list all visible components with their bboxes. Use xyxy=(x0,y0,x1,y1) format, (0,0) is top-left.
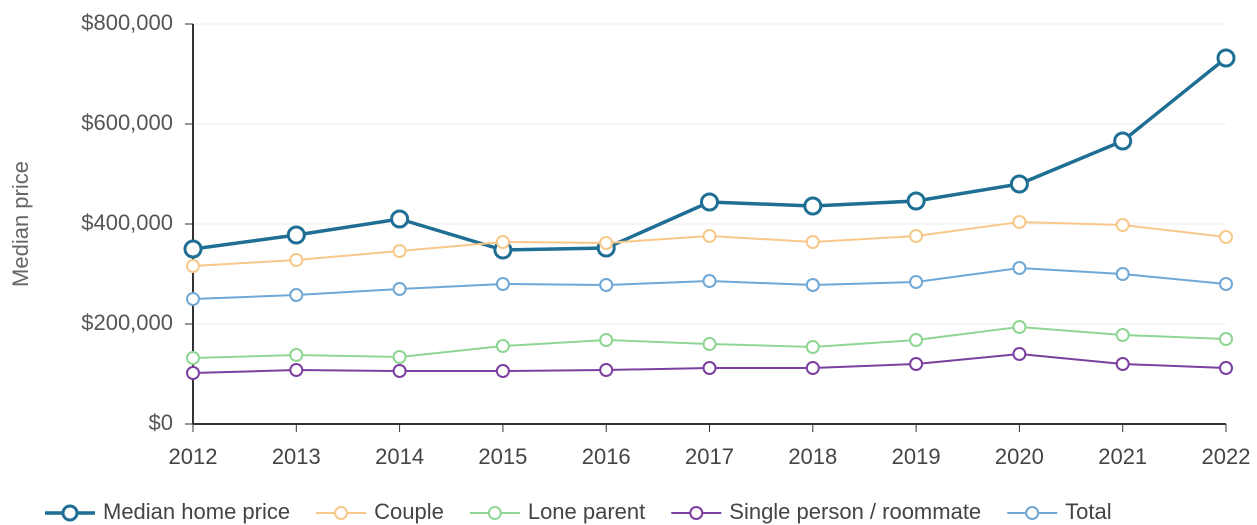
point xyxy=(909,357,924,371)
point xyxy=(1012,320,1027,334)
x-tick-label: 2022 xyxy=(1202,444,1251,469)
point xyxy=(909,275,924,289)
legend-label: Lone parent xyxy=(528,499,645,524)
point xyxy=(599,363,614,377)
point xyxy=(599,278,614,292)
point xyxy=(390,209,410,229)
legend-swatch-marker xyxy=(1025,506,1040,520)
point xyxy=(392,244,407,258)
legend-label: Single person / roommate xyxy=(729,499,981,524)
legend-label: Couple xyxy=(374,499,444,524)
point xyxy=(186,351,200,365)
point xyxy=(392,350,407,364)
y-tick-label: $0 xyxy=(149,410,173,435)
point xyxy=(1012,215,1027,229)
point xyxy=(1219,277,1233,291)
x-tick-label: 2015 xyxy=(478,444,527,469)
point xyxy=(805,361,820,375)
point xyxy=(186,366,200,380)
point xyxy=(392,282,407,296)
y-axis-label: Median price xyxy=(8,161,33,287)
point xyxy=(289,253,304,267)
legend-label: Total xyxy=(1065,499,1111,524)
point xyxy=(495,339,510,353)
point xyxy=(805,340,820,354)
point xyxy=(1219,230,1233,244)
point xyxy=(1115,357,1130,371)
point xyxy=(599,236,614,250)
point xyxy=(805,278,820,292)
legend-swatch-marker xyxy=(487,506,502,520)
point xyxy=(289,288,304,302)
point xyxy=(1009,174,1029,194)
y-tick-label: $400,000 xyxy=(81,210,173,235)
point xyxy=(805,235,820,249)
point xyxy=(392,364,407,378)
x-tick-label: 2014 xyxy=(375,444,424,469)
legend-swatch-marker xyxy=(334,506,349,520)
point xyxy=(1115,267,1130,281)
point xyxy=(1012,347,1027,361)
point xyxy=(702,361,717,375)
point xyxy=(599,333,614,347)
point xyxy=(803,196,823,216)
point xyxy=(1115,218,1130,232)
point xyxy=(186,292,200,306)
point xyxy=(1219,361,1233,375)
x-tick-label: 2019 xyxy=(892,444,941,469)
series-line xyxy=(192,56,1228,252)
point xyxy=(495,277,510,291)
point xyxy=(1113,131,1133,151)
x-tick-label: 2012 xyxy=(169,444,218,469)
point xyxy=(183,239,203,259)
legend-swatch-marker xyxy=(689,506,704,520)
point xyxy=(1115,328,1130,342)
point xyxy=(495,364,510,378)
point xyxy=(289,348,304,362)
point xyxy=(702,337,717,351)
point xyxy=(289,363,304,377)
point xyxy=(1219,332,1233,346)
point xyxy=(286,225,306,245)
point xyxy=(1012,261,1027,275)
y-tick-label: $600,000 xyxy=(81,110,173,135)
point xyxy=(495,235,510,249)
x-tick-label: 2021 xyxy=(1098,444,1147,469)
y-tick-label: $800,000 xyxy=(81,10,173,35)
x-tick-label: 2013 xyxy=(272,444,321,469)
legend-label: Median home price xyxy=(103,499,290,524)
point xyxy=(702,274,717,288)
point xyxy=(702,229,717,243)
point xyxy=(1216,48,1236,68)
x-tick-label: 2018 xyxy=(788,444,837,469)
x-tick-label: 2016 xyxy=(582,444,631,469)
point xyxy=(700,192,719,212)
point xyxy=(186,259,200,273)
x-tick-label: 2020 xyxy=(995,444,1044,469)
legend-swatch-marker xyxy=(61,504,79,522)
point xyxy=(906,191,926,211)
y-tick-label: $200,000 xyxy=(81,310,173,335)
point xyxy=(909,229,924,243)
point xyxy=(909,333,924,347)
x-tick-label: 2017 xyxy=(685,444,734,469)
